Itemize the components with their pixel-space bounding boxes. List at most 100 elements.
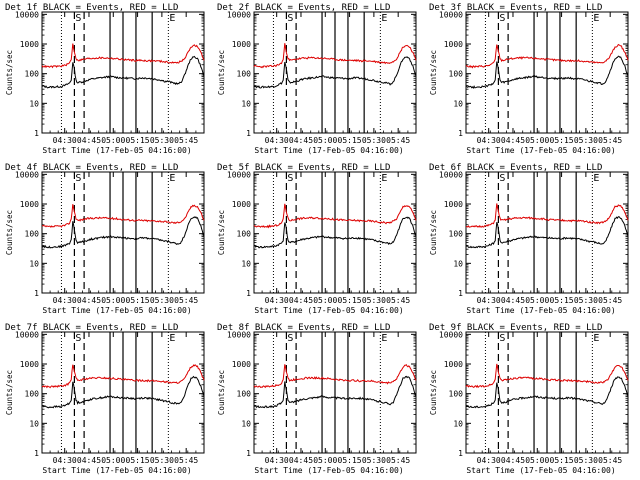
x-tick-label: 05:00: [313, 136, 337, 145]
x-tick-label: 05:00: [525, 136, 549, 145]
x-tick-label: 05:30: [362, 456, 386, 465]
x-axis-label: Start Time (17-Feb-05 04:16:00): [466, 466, 615, 475]
x-tick-label: 04:45: [501, 296, 525, 305]
marker-s-label: S: [75, 173, 81, 184]
y-tick-label: 10: [241, 419, 251, 428]
panel-1: Det 1f BLACK = Events, RED = LLD 1 10 100 10…: [5, 3, 205, 155]
y-tick-label: 1000: [20, 40, 39, 49]
x-tick-label: 05:00: [313, 296, 337, 305]
y-tick-label: 10000: [15, 10, 39, 19]
y-tick-label: 10000: [227, 170, 251, 179]
x-tick-label: 04:30: [53, 296, 77, 305]
series-line-lld: [253, 203, 417, 229]
x-tick-label: 05:30: [150, 296, 174, 305]
y-axis-label: Counts/sec: [5, 370, 14, 415]
panel-8: Det 8f BLACK = Events, RED = LLD 1 10 100 10…: [217, 323, 417, 475]
y-tick-label: 1000: [232, 200, 251, 209]
panel-title: Det 7f BLACK = Events, RED = LLD: [5, 323, 178, 333]
marker-e-label: E: [381, 13, 387, 24]
x-tick-label: 05:15: [550, 136, 574, 145]
x-tick-label: 04:45: [77, 136, 101, 145]
x-axis-label: Start Time (17-Feb-05 04:16:00): [254, 306, 403, 315]
marker-e-label: E: [593, 173, 599, 184]
series-line-lld: [465, 203, 629, 228]
series-line-events: [465, 55, 629, 89]
y-tick-label: 100: [25, 70, 40, 79]
y-tick-label: 100: [449, 390, 464, 399]
x-tick-label: 04:30: [265, 136, 289, 145]
y-tick-label: 1: [458, 289, 463, 298]
x-tick-label: 05:15: [126, 456, 150, 465]
series-line-events: [41, 375, 205, 409]
panel-6: Det 6f BLACK = Events, RED = LLD 1 10 100 10…: [429, 163, 629, 315]
x-tick-label: 05:45: [598, 136, 622, 145]
x-tick-label: 05:30: [362, 296, 386, 305]
x-tick-label: 05:00: [101, 296, 125, 305]
x-tick-label: 04:30: [53, 136, 77, 145]
x-tick-label: 05:15: [338, 296, 362, 305]
y-tick-label: 100: [237, 230, 252, 239]
x-tick-label: 05:00: [525, 456, 549, 465]
series-line-events: [41, 216, 205, 249]
series-line-lld: [465, 43, 629, 69]
y-axis-label: Counts/sec: [5, 50, 14, 95]
x-tick-label: 04:45: [289, 456, 313, 465]
series-line-lld: [41, 364, 205, 389]
x-axis-label: Start Time (17-Feb-05 04:16:00): [466, 146, 615, 155]
y-tick-label: 1000: [444, 200, 463, 209]
x-tick-label: 04:30: [265, 296, 289, 305]
series-line-events: [465, 376, 629, 409]
x-tick-label: 05:45: [598, 296, 622, 305]
x-tick-label: 05:15: [126, 296, 150, 305]
y-tick-label: 100: [449, 230, 464, 239]
panel-title: Det 2f BLACK = Events, RED = LLD: [217, 3, 390, 13]
series-line-lld: [41, 43, 205, 69]
series-line-events: [465, 216, 629, 249]
x-tick-label: 04:30: [477, 456, 501, 465]
y-tick-label: 10: [453, 99, 463, 108]
y-tick-label: 1000: [20, 360, 39, 369]
y-tick-label: 10: [241, 99, 251, 108]
y-tick-label: 1: [246, 129, 251, 138]
y-tick-label: 10000: [439, 330, 463, 339]
marker-e-label: E: [381, 333, 387, 344]
y-tick-label: 100: [237, 70, 252, 79]
y-axis-label: Counts/sec: [217, 210, 226, 255]
x-tick-label: 04:45: [501, 136, 525, 145]
x-tick-label: 05:45: [386, 296, 410, 305]
x-tick-label: 05:15: [338, 136, 362, 145]
panel-2: Det 2f BLACK = Events, RED = LLD 1 10 100 10…: [217, 3, 417, 155]
x-axis-label: Start Time (17-Feb-05 04:16:00): [254, 146, 403, 155]
y-tick-label: 1: [458, 129, 463, 138]
marker-s-label: S: [75, 13, 81, 24]
y-tick-label: 1: [34, 289, 39, 298]
y-tick-label: 100: [449, 70, 464, 79]
x-tick-label: 05:00: [313, 456, 337, 465]
marker-s-label: S: [287, 333, 293, 344]
marker-s-label: S: [499, 13, 505, 24]
x-tick-label: 05:45: [598, 456, 622, 465]
x-tick-label: 05:00: [101, 136, 125, 145]
marker-e-label: E: [169, 13, 175, 24]
y-tick-label: 1000: [444, 360, 463, 369]
x-tick-label: 05:30: [574, 456, 598, 465]
panel-title: Det 6f BLACK = Events, RED = LLD: [429, 163, 602, 173]
y-tick-label: 100: [237, 390, 252, 399]
x-tick-label: 05:45: [174, 456, 198, 465]
series-line-events: [253, 216, 417, 249]
marker-s-label: S: [287, 13, 293, 24]
y-tick-label: 10000: [227, 10, 251, 19]
x-tick-label: 04:45: [501, 456, 525, 465]
series-line-events: [253, 375, 417, 409]
y-tick-label: 10: [29, 419, 39, 428]
y-tick-label: 10000: [227, 330, 251, 339]
x-tick-label: 05:15: [550, 296, 574, 305]
series-line-lld: [253, 363, 417, 389]
x-axis-label: Start Time (17-Feb-05 04:16:00): [42, 466, 191, 475]
panel-title: Det 3f BLACK = Events, RED = LLD: [429, 3, 602, 13]
x-tick-label: 04:30: [53, 456, 77, 465]
x-tick-label: 05:15: [338, 456, 362, 465]
x-tick-label: 05:30: [150, 456, 174, 465]
y-axis-label: Counts/sec: [5, 210, 14, 255]
x-tick-label: 05:15: [126, 136, 150, 145]
